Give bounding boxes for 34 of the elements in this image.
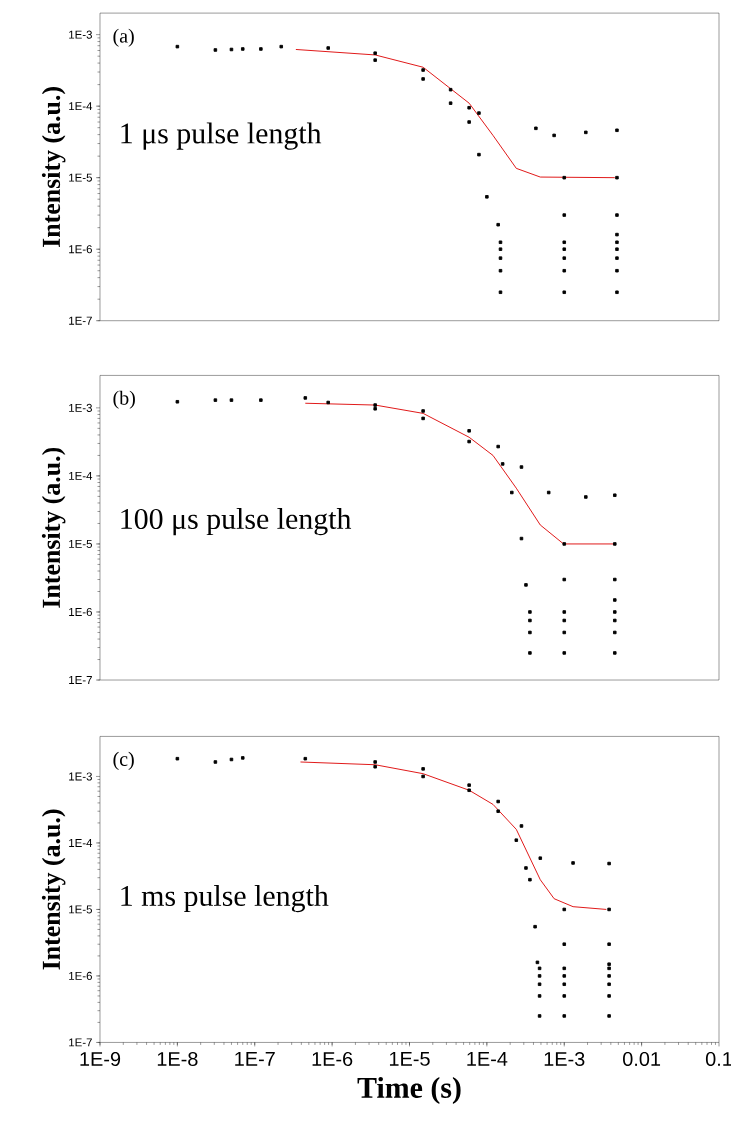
y-tick-label: 1E-4 [69,102,93,111]
annotation: (b) [113,390,135,409]
annotation: (c) [113,751,134,770]
y-tick-label: 1E-7 [69,676,92,684]
annotation: (a) [113,28,134,47]
y-tick-label: 1E-3 [69,772,92,781]
y-tick-label: 1E-4 [69,839,93,847]
y-tick-label: 1E-4 [69,471,93,480]
y-axis-title: Intensity (a.u.) [41,87,66,247]
y-tick-label: 1E-6 [69,607,92,617]
y-tick-label: 1E-5 [69,905,92,914]
x-tick-label: 1E-4 [467,1051,508,1066]
y-tick-label: 1E-5 [69,539,92,548]
annotation: 100 μs pulse length [121,508,352,536]
y-tick-label: 1E-6 [69,971,92,980]
y-tick-label: 1E-3 [69,403,92,412]
x-tick-label: 0.01 [623,1051,661,1067]
x-tick-label: 1E-7 [235,1051,275,1066]
x-tick-label: 1E-3 [544,1051,585,1067]
x-tick-label: 1E-6 [312,1051,353,1067]
y-tick-label: 1E-5 [69,173,92,182]
x-tick-label: 1E-5 [389,1051,430,1066]
y-tick-label: 1E-7 [69,1038,92,1047]
y-axis-title: Intensity (a.u.) [41,447,66,608]
annotation: 1 ms pulse length [121,885,329,913]
x-axis-title: Time (s) [357,1076,461,1104]
y-tick-label: 1E-6 [69,245,92,254]
y-tick-label: 1E-3 [69,30,92,39]
x-tick-label: 1E-9 [80,1051,121,1067]
y-tick-label: 1E-7 [69,316,92,325]
x-tick-label: 1E-8 [157,1051,198,1067]
y-axis-title: Intensity (a.u.) [41,809,66,970]
x-tick-label: 0.1 [705,1051,731,1067]
annotation: 1 μs pulse length [121,122,322,150]
